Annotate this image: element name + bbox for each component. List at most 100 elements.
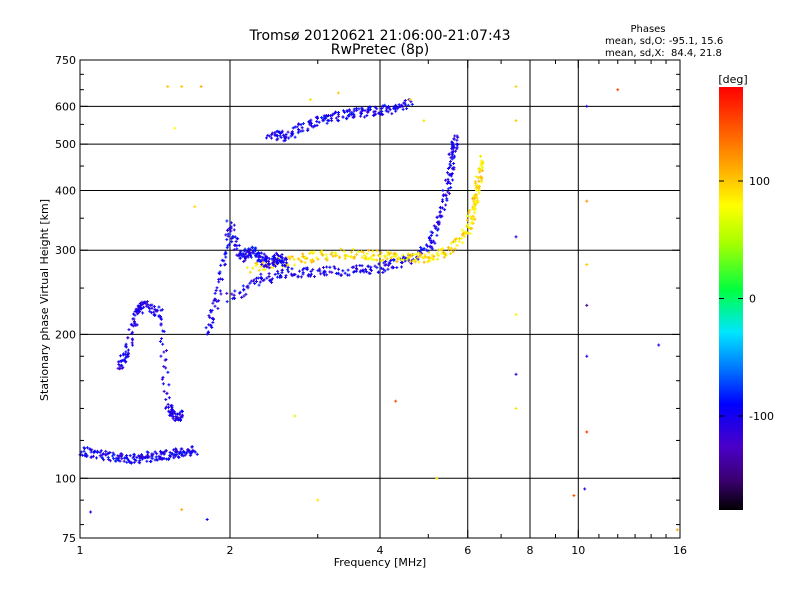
- trace-point: [252, 251, 256, 255]
- trace-point: [365, 252, 369, 256]
- y-tick-label: 300: [55, 244, 76, 257]
- trace-point: [477, 168, 481, 172]
- trace-point: [301, 254, 305, 258]
- trace-point: [292, 257, 296, 261]
- trace-point: [170, 452, 174, 456]
- trace-point: [369, 255, 373, 259]
- trace-point: [265, 265, 269, 269]
- trace-point: [99, 449, 103, 453]
- scatter-point: [408, 98, 412, 102]
- trace-point: [243, 258, 247, 262]
- trace-point: [293, 125, 297, 129]
- trace-point: [285, 268, 289, 272]
- trace-point: [400, 261, 404, 265]
- trace-point: [132, 317, 136, 321]
- trace-point: [266, 133, 270, 137]
- trace-point: [293, 273, 297, 277]
- stats-heading: Phases: [630, 24, 665, 35]
- trace-point: [337, 110, 341, 114]
- trace-point: [280, 260, 284, 264]
- trace-point: [311, 268, 315, 272]
- trace-point: [242, 249, 246, 253]
- trace-point: [267, 272, 271, 276]
- trace-point: [106, 455, 110, 459]
- trace-point: [244, 252, 248, 256]
- trace-point: [298, 269, 302, 273]
- trace-point: [191, 448, 195, 452]
- trace-point: [296, 275, 300, 279]
- trace-point: [310, 124, 314, 128]
- trace-point: [215, 286, 219, 290]
- trace-point: [454, 237, 458, 241]
- trace-point: [138, 305, 142, 309]
- trace-point: [383, 103, 387, 107]
- trace-point: [312, 250, 316, 254]
- trace-point: [303, 255, 307, 259]
- trace-point: [359, 114, 363, 118]
- trace-point: [471, 214, 475, 218]
- trace-point: [437, 221, 441, 225]
- trace-point: [443, 208, 447, 212]
- trace-point: [172, 411, 176, 415]
- chart-title: Tromsø 20120621 21:06:00-21:07:43: [249, 28, 511, 44]
- trace-point: [159, 354, 163, 358]
- trace-point: [435, 233, 439, 237]
- trace-point: [280, 268, 284, 272]
- trace-point: [417, 260, 421, 264]
- trace-point: [207, 314, 211, 318]
- trace-point: [430, 253, 434, 257]
- scatter-point: [514, 235, 518, 239]
- trace-point: [319, 250, 323, 254]
- trace-point: [455, 138, 459, 142]
- scatter-point: [585, 104, 589, 108]
- trace-point: [275, 275, 279, 279]
- trace-point: [470, 221, 474, 225]
- trace-point: [472, 196, 476, 200]
- trace-point: [426, 244, 430, 248]
- scatter-point: [166, 85, 170, 89]
- trace-point: [380, 109, 384, 113]
- trace-point: [280, 256, 284, 260]
- trace-point: [275, 134, 279, 138]
- trace-point: [467, 225, 471, 229]
- trace-point: [84, 452, 88, 456]
- trace-point: [238, 290, 242, 294]
- scatter-point: [422, 119, 426, 123]
- scatter-point: [675, 528, 679, 532]
- trace-point: [213, 304, 217, 308]
- trace-point: [315, 119, 319, 123]
- trace-point: [120, 457, 124, 461]
- trace-point: [122, 359, 126, 363]
- trace-point: [379, 112, 383, 116]
- trace-point: [423, 253, 427, 257]
- trace-point: [467, 211, 471, 215]
- scatter-point: [435, 476, 439, 480]
- trace-point: [240, 295, 244, 299]
- trace-point: [225, 246, 229, 250]
- trace-point: [157, 305, 161, 309]
- trace-point: [403, 98, 407, 102]
- trace-point: [416, 255, 420, 259]
- trace-point: [339, 247, 343, 251]
- trace-point: [193, 450, 197, 454]
- y-tick-label: 200: [55, 328, 76, 341]
- trace-point: [367, 106, 371, 110]
- trace-point: [286, 270, 290, 274]
- trace-point: [126, 457, 130, 461]
- trace-point: [162, 456, 166, 460]
- trace-point: [409, 100, 413, 104]
- trace-point: [255, 252, 259, 256]
- trace-point: [168, 413, 172, 417]
- trace-point: [100, 456, 104, 460]
- trace-point: [139, 306, 143, 310]
- colorbar-ticks: 100 0 -100: [719, 175, 774, 423]
- trace-point: [444, 193, 448, 197]
- trace-point: [132, 320, 136, 324]
- y-tick-label: 100: [55, 472, 76, 485]
- trace-point: [159, 322, 163, 326]
- trace-point: [89, 450, 93, 454]
- trace-point: [268, 279, 272, 283]
- trace-point: [390, 112, 394, 116]
- trace-point: [270, 277, 274, 281]
- trace-point: [155, 452, 159, 456]
